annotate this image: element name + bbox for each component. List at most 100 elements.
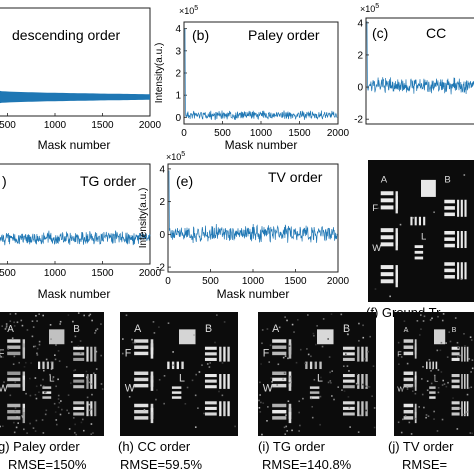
image-tv-noise (442, 379, 445, 382)
image-tg-letter: B (343, 323, 350, 335)
image-tv-noise (437, 386, 440, 389)
image-cc-bar (134, 339, 149, 343)
image-paley-noise (13, 421, 15, 424)
image-cc-noise (184, 402, 187, 405)
image-cc-noise (234, 425, 236, 428)
image-ground-truth-bar (414, 245, 424, 249)
image-tg-noise (283, 426, 286, 429)
image-paley-noise (42, 378, 44, 381)
image-tg-bar (361, 346, 364, 362)
image-tv-noise (426, 389, 429, 392)
image-tg-bar (305, 361, 308, 370)
image-paley-noise (23, 428, 25, 431)
image-paley-bar (7, 409, 21, 414)
image-paley-bar (90, 374, 93, 389)
image-paley-noise (90, 433, 93, 436)
image-tg-noise (320, 376, 322, 379)
image-ground-truth-bar (380, 242, 394, 247)
image-paley-bar (7, 377, 21, 382)
image-tv-noise (425, 416, 427, 419)
image-paley-noise (74, 431, 76, 434)
image-paley-bar (51, 361, 54, 370)
image-paley-bar (94, 374, 97, 389)
image-paley-noise (95, 368, 98, 370)
image-cc-noise (163, 375, 166, 377)
image-tg-bar (272, 403, 287, 408)
image-tv-noise (416, 320, 419, 322)
image-tv-bar (429, 396, 436, 399)
image-tv-noise (466, 393, 469, 396)
image-tg-noise (307, 353, 310, 356)
image-paley-noise (26, 329, 29, 331)
image-tv-bar (466, 401, 469, 417)
panel-e-exponent: ×105 (166, 151, 185, 162)
image-tv-noise (441, 319, 444, 322)
image-tv: A B F W L (394, 312, 474, 436)
image-tv-bar (451, 357, 460, 361)
image-paley-noise (91, 319, 93, 322)
image-tg-noise (266, 328, 269, 330)
image-tv-noise (448, 331, 451, 333)
image-tg-noise (368, 386, 371, 388)
image-tg-noise (330, 382, 332, 384)
image-tg-bar (272, 377, 287, 382)
image-cc-noise (193, 334, 195, 336)
image-tg-bar (365, 401, 368, 417)
image-paley-bar (73, 379, 85, 383)
panel-b-exponent: ×105 (179, 5, 198, 16)
image-tg-noise (286, 430, 289, 432)
image-paley-noise (100, 354, 102, 357)
image-paley-noise (29, 394, 32, 397)
image-paley-noise (5, 325, 8, 327)
image-cc-noise (191, 379, 194, 382)
image-tv-noise (439, 349, 442, 352)
image-ground-truth-bar (457, 262, 460, 280)
image-tg-noise (299, 424, 301, 427)
image-paley-noise (55, 419, 58, 421)
panel-b-ytick-label: 0 (175, 113, 181, 124)
panel-b-series (184, 28, 338, 121)
image-cc-bar (204, 401, 217, 405)
image-ground-truth-bar (464, 199, 467, 217)
image-tv-noise (456, 341, 459, 344)
image-paley-noise (88, 314, 90, 317)
image-tg-noise (346, 365, 349, 367)
image-cc-bar (150, 379, 154, 391)
image-paley-noise (16, 416, 18, 418)
image-tg-letter: L (317, 372, 323, 384)
image-cc-bar (204, 379, 217, 383)
image-paley-noise (81, 418, 84, 421)
image-paley-noise (29, 422, 31, 425)
image-cc-noise (206, 363, 209, 365)
panel-e-xlabel: Mask number (217, 287, 290, 301)
image-tg-bar (309, 396, 320, 399)
image-tv-bar (426, 361, 428, 370)
image-tg-noise (288, 345, 291, 347)
image-tg-noise (373, 426, 376, 429)
image-tv-noise (406, 362, 409, 365)
image-ground-truth-bar (444, 262, 455, 266)
image-ground-truth-bar (444, 199, 455, 204)
panel-e-xtick-label: 1500 (284, 276, 307, 287)
image-paley-noise (9, 313, 12, 315)
image-ground-truth-letter: W (372, 243, 381, 254)
image-tg-noise (327, 381, 330, 384)
image-tv-noise (414, 392, 417, 395)
image-tg-noise (347, 333, 349, 336)
image-paley-noise (14, 312, 17, 315)
image-paley-bar (42, 391, 52, 394)
image-tv-bar (464, 346, 466, 362)
image-ground-truth-bar (464, 231, 467, 249)
image-tg-noise (269, 344, 272, 347)
image-tg-bar (357, 401, 360, 417)
image-paley-noise (94, 332, 96, 334)
image-tv-noise (459, 354, 461, 357)
image-paley-noise (90, 423, 93, 425)
image-tv-noise (402, 418, 404, 421)
image-tg: A B F W L (258, 312, 376, 436)
image-tg-noise (285, 414, 287, 416)
image-tg-bar (272, 409, 287, 414)
image-tv-bar (414, 347, 417, 359)
image-paley-noise (59, 320, 62, 323)
image-tv-noise (431, 317, 433, 320)
